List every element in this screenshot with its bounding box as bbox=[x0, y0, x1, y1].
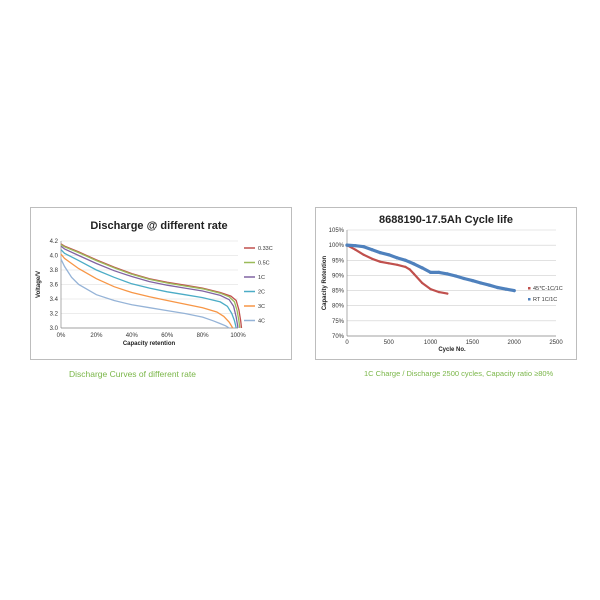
data-point bbox=[470, 279, 474, 283]
cycle-life-chart-panel: 8688190-17.5Ah Cycle life 70% 75% 80% 85% 90%… bbox=[315, 207, 577, 360]
data-point bbox=[462, 276, 466, 281]
data-point bbox=[429, 270, 433, 274]
y-tick-label: 105% bbox=[329, 228, 345, 234]
discharge-chart-panel: Discharge @ different rate 3.0 3.2 3.4 3.6 3.… bbox=[30, 207, 292, 360]
y-tick-label: 75% bbox=[332, 319, 345, 325]
chart-title: Discharge @ different rate bbox=[90, 220, 227, 232]
data-point bbox=[412, 272, 415, 275]
legend-label: 4C bbox=[258, 319, 265, 325]
x-tick-label: 100% bbox=[230, 333, 246, 339]
data-point bbox=[512, 289, 516, 293]
data-point bbox=[379, 260, 382, 263]
y-tick-label: 3.2 bbox=[50, 312, 59, 318]
data-point bbox=[345, 243, 349, 247]
legend-marker bbox=[528, 287, 531, 290]
chart-title: 8688190-17.5Ah Cycle life bbox=[379, 214, 513, 226]
series-line-0.5C bbox=[60, 244, 241, 329]
series-line-2C bbox=[60, 249, 237, 329]
y-tick-label: 85% bbox=[332, 289, 345, 295]
y-tick-label: 95% bbox=[332, 258, 345, 264]
data-point bbox=[446, 292, 449, 295]
data-point bbox=[408, 268, 411, 271]
data-point bbox=[479, 281, 483, 285]
data-point bbox=[420, 266, 424, 270]
data-point bbox=[378, 251, 382, 255]
y-tick-label: 3.6 bbox=[50, 283, 59, 289]
legend-label: 45℃-1C/1C bbox=[533, 286, 563, 292]
x-axis-label: Capacity retention bbox=[123, 341, 176, 347]
data-point bbox=[354, 248, 357, 251]
data-point bbox=[404, 265, 407, 268]
data-point bbox=[437, 291, 441, 294]
x-tick-label: 0 bbox=[345, 340, 349, 346]
data-point bbox=[454, 274, 458, 278]
y-tick-label: 4.0 bbox=[50, 254, 59, 260]
y-tick-label: 80% bbox=[332, 304, 345, 310]
series-line-1C bbox=[60, 245, 239, 329]
legend-label: 0.5C bbox=[258, 261, 270, 267]
y-tick-label: 3.4 bbox=[50, 297, 59, 303]
data-point bbox=[487, 283, 491, 287]
x-tick-label: 500 bbox=[384, 340, 395, 346]
data-point bbox=[412, 262, 416, 266]
y-tick-label: 70% bbox=[332, 334, 345, 340]
y-tick-label: 90% bbox=[332, 273, 345, 279]
x-axis-label: Cycle No. bbox=[438, 347, 466, 353]
legend-label: 3C bbox=[258, 304, 265, 310]
x-tick-label: 0% bbox=[57, 333, 66, 339]
x-tick-label: 60% bbox=[161, 333, 174, 339]
data-point bbox=[353, 244, 357, 248]
x-tick-label: 40% bbox=[126, 333, 139, 339]
data-point bbox=[362, 245, 366, 249]
data-point bbox=[429, 288, 432, 291]
x-tick-label: 1500 bbox=[466, 340, 480, 346]
cycle-life-chart: 8688190-17.5Ah Cycle life 70% 75% 80% 85% 90%… bbox=[322, 214, 563, 353]
data-point bbox=[421, 281, 424, 285]
legend-label: RT 1C/1C bbox=[533, 297, 557, 303]
legend-label: 0.33C bbox=[258, 246, 273, 252]
legend-label: 2C bbox=[258, 290, 265, 296]
y-tick-label: 3.8 bbox=[50, 268, 59, 274]
y-tick-label: 4.2 bbox=[50, 239, 59, 245]
y-axis-label: Capacity Retention bbox=[322, 255, 328, 310]
cycle-life-chart-caption: 1C Charge / Discharge 2500 cycles, Capac… bbox=[364, 369, 554, 378]
series-line-45c bbox=[345, 243, 449, 295]
legend-marker bbox=[528, 298, 531, 301]
data-point bbox=[445, 272, 449, 276]
y-axis-label: Voltage/V bbox=[36, 271, 42, 298]
y-tick-label: 100% bbox=[329, 243, 345, 249]
x-tick-label: 80% bbox=[197, 333, 210, 339]
data-point bbox=[387, 262, 390, 265]
data-point bbox=[396, 263, 399, 266]
discharge-chart: Discharge @ different rate 3.0 3.2 3.4 3.6 3.… bbox=[36, 220, 273, 347]
data-point bbox=[395, 256, 399, 260]
data-point bbox=[371, 257, 374, 260]
x-tick-label: 1000 bbox=[424, 340, 438, 346]
data-point bbox=[362, 253, 365, 256]
x-tick-label: 2500 bbox=[549, 340, 563, 346]
discharge-chart-caption: Discharge Curves of different rate bbox=[69, 369, 196, 379]
data-point bbox=[403, 258, 408, 262]
y-tick-label: 3.0 bbox=[50, 326, 59, 332]
series-line-4C bbox=[60, 258, 230, 329]
data-point bbox=[370, 248, 374, 252]
legend-label: 1C bbox=[258, 275, 265, 281]
data-point bbox=[387, 253, 391, 257]
data-point bbox=[504, 287, 508, 291]
data-point bbox=[437, 270, 441, 274]
x-tick-label: 20% bbox=[90, 333, 103, 339]
data-point bbox=[495, 285, 500, 290]
x-tick-label: 2000 bbox=[508, 340, 522, 346]
series-line-3C bbox=[60, 253, 234, 329]
